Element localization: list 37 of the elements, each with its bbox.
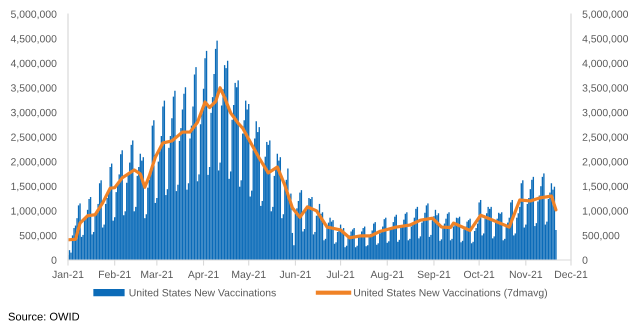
y2-tick-label: 0 xyxy=(582,256,588,264)
y-tick-label: 1,500,000 xyxy=(11,182,56,192)
y-tick-label: 5,000,000 xyxy=(10,10,56,20)
x-tick-label: May-21 xyxy=(232,270,266,280)
x-tick-label: Apr-21 xyxy=(188,270,219,280)
x-tick-label: Sep-21 xyxy=(418,270,450,280)
x-tick-label: Jan-21 xyxy=(52,270,84,278)
x-tick-label: Mar-21 xyxy=(141,270,173,278)
y2-tick-label: 4,000,000 xyxy=(582,60,628,68)
source-note: Source: OWID xyxy=(8,312,80,321)
y-tick-label: 500,000 xyxy=(20,232,56,241)
legend-label: United States New Vaccinations (7dmavg) xyxy=(354,288,548,298)
y2-tick-label: 5,000,000 xyxy=(582,10,628,20)
y2-tick-label: 2,000,000 xyxy=(582,158,628,167)
legend-label: United States New Vaccinations xyxy=(130,288,276,296)
x-tick-label: Feb-21 xyxy=(99,270,131,278)
y-tick-label: 4,000,000 xyxy=(10,60,56,68)
y2-tick-label: 3,000,000 xyxy=(582,108,628,118)
y2-tick-label: 1,000,000 xyxy=(582,207,628,216)
y2-tick-label: 3,500,000 xyxy=(582,84,628,93)
y-tick-label: 4,500,000 xyxy=(10,35,56,44)
y-tick-label: 2,500,000 xyxy=(11,134,56,142)
x-tick-label: Dec-21 xyxy=(555,270,588,278)
y-tick-label: 3,000,000 xyxy=(10,108,56,118)
x-tick-label: Jul-21 xyxy=(326,270,354,278)
y2-tick-label: 2,500,000 xyxy=(582,134,628,142)
y-tick-label: 0 xyxy=(52,256,56,264)
y2-tick-label: 4,500,000 xyxy=(582,35,628,44)
x-tick-label: Nov-21 xyxy=(510,270,542,278)
y-tick-label: 3,500,000 xyxy=(10,84,56,93)
y-tick-label: 1,000,000 xyxy=(11,207,56,216)
x-tick-label: Oct-21 xyxy=(464,270,494,278)
x-tick-label: Jun-21 xyxy=(280,270,311,278)
y-tick-label: 2,000,000 xyxy=(11,158,56,167)
x-tick-label: Aug-21 xyxy=(370,270,404,280)
y2-tick-label: 500,000 xyxy=(582,232,620,241)
y2-tick-label: 1,500,000 xyxy=(582,182,628,192)
